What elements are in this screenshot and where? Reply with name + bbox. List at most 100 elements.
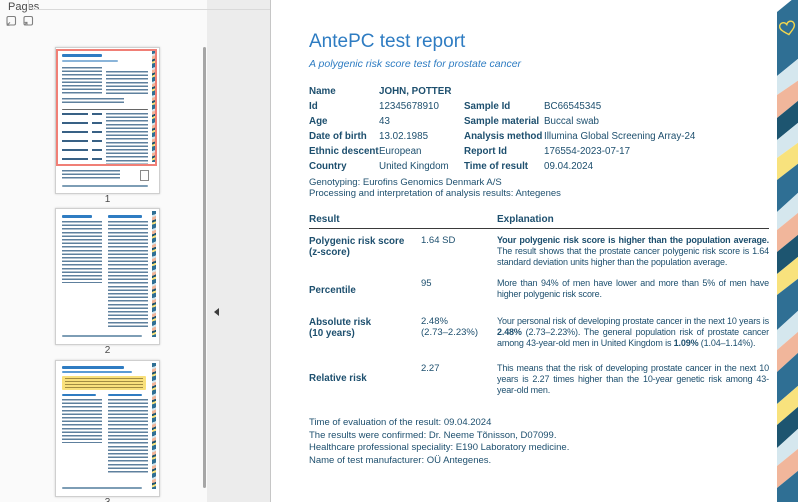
info-value: 12345678910	[379, 101, 439, 112]
page-number-2: 2	[104, 345, 111, 356]
result-value: 1.64 SD	[421, 235, 456, 246]
sample-info-right: Sample Id BC66545345 Sample material Buc…	[464, 101, 769, 176]
page-number-1: 1	[104, 194, 111, 205]
mini-footer-bar	[62, 185, 148, 187]
mini-heading-right	[108, 394, 142, 396]
mini-subtitle	[62, 60, 118, 62]
mini-decor-band	[152, 50, 156, 162]
info-value: United Kingdom	[379, 161, 449, 172]
report-footer-lines: Time of evaluation of the result: 09.04.…	[309, 417, 569, 467]
result-label: Absolute risk (10 years)	[309, 317, 372, 339]
info-row: Sample Id BC66545345	[464, 101, 769, 116]
pages-sidebar: Pages 1	[0, 0, 207, 502]
visible-area-indicator[interactable]	[56, 49, 157, 166]
thumbnail-zoom-out-icon[interactable]	[5, 15, 17, 27]
page-number-3: 3	[55, 497, 160, 502]
info-row: Age 43	[309, 116, 539, 131]
result-label: Polygenic risk score (z-score)	[309, 236, 405, 258]
result-label: Relative risk	[309, 373, 367, 384]
thumbnail-zoom-in-icon[interactable]	[22, 15, 34, 27]
mini-highlight-box	[62, 376, 146, 390]
info-row: Report Id 176554-2023-07-17	[464, 146, 769, 161]
info-label: Name	[309, 86, 336, 97]
info-row: Analysis method Illumina Global Screenin…	[464, 131, 769, 146]
heart-logo-icon	[778, 20, 796, 36]
info-label: Age	[309, 116, 328, 127]
result-row: Absolute risk (10 years) 2.48% (2.73–2.2…	[309, 315, 769, 349]
info-value: BC66545345	[544, 101, 602, 112]
decorative-band	[777, 0, 798, 502]
mini-column-right	[108, 221, 148, 329]
result-explanation: Your personal risk of developing prostat…	[497, 316, 769, 348]
mini-decor-band	[152, 211, 156, 337]
thumbnail-page-2[interactable]	[55, 208, 160, 345]
info-label: Id	[309, 101, 318, 112]
info-row: Time of result 09.04.2024	[464, 161, 769, 176]
mini-title	[62, 366, 124, 369]
collapse-sidebar-arrow[interactable]	[214, 308, 219, 316]
info-label: Country	[309, 161, 347, 172]
info-label: Report Id	[464, 146, 507, 157]
mini-heading-left	[62, 215, 92, 218]
info-label: Time of result	[464, 161, 529, 172]
result-explanation: More than 94% of men have lower and more…	[497, 278, 769, 299]
info-value: 176554-2023-07-17	[544, 146, 631, 157]
results-table-header: Result Explanation	[309, 214, 769, 229]
mini-info-right	[106, 71, 148, 94]
result-explanation: This means that the risk of developing p…	[497, 363, 769, 395]
mini-heading-left	[62, 394, 96, 396]
mini-title	[62, 54, 102, 57]
pages-panel-title: Pages	[8, 1, 40, 13]
info-row: Ethnic descent European	[309, 146, 539, 161]
info-value: 43	[379, 116, 390, 127]
footer-line: Time of evaluation of the result: 09.04.…	[309, 417, 492, 428]
mini-value-column	[92, 113, 102, 163]
toolbar-edge-divider	[28, 0, 29, 9]
genotyping-line: Processing and interpretation of analysi…	[309, 188, 561, 199]
patient-info-left: Name JOHN, POTTER Id 12345678910 Age 43	[309, 86, 539, 176]
mini-decor-band	[152, 363, 156, 489]
mini-subtitle	[62, 371, 132, 373]
info-value: Buccal swab	[544, 116, 599, 127]
mini-explanation-column	[106, 113, 148, 166]
info-value: Illumina Global Screening Array-24	[544, 131, 696, 142]
genotyping-lines: Genotyping: Eurofins Genomics Denmark A/…	[309, 177, 561, 199]
info-label: Sample Id	[464, 101, 511, 112]
mini-footer-bar	[62, 335, 142, 337]
info-row: Date of birth 13.02.1985	[309, 131, 539, 146]
info-value: JOHN, POTTER	[379, 86, 452, 97]
report-subtitle: A polygenic risk score test for prostate…	[309, 58, 522, 70]
sidebar-scrollbar[interactable]	[203, 47, 206, 488]
result-label: Percentile	[309, 285, 356, 296]
mini-column-left	[62, 399, 102, 443]
result-explanation: Your polygenic risk score is higher than…	[497, 235, 769, 267]
mini-column-left	[62, 221, 102, 283]
info-row: Country United Kingdom	[309, 161, 539, 176]
result-value: 2.48% (2.73–2.23%)	[421, 316, 479, 338]
mini-page-emblem	[140, 170, 149, 181]
info-label: Sample material	[464, 116, 540, 127]
result-row: Relative risk 2.27 This means that the r…	[309, 362, 769, 396]
footer-line: Healthcare professional speciality: E190…	[309, 442, 570, 453]
mini-genotyping	[62, 98, 124, 105]
result-row: Percentile 95 More than 94% of men have …	[309, 277, 769, 300]
info-row: Id 12345678910	[309, 101, 539, 116]
info-value: European	[379, 146, 422, 157]
genotyping-line: Genotyping: Eurofins Genomics Denmark A/…	[309, 177, 502, 188]
result-row: Polygenic risk score (z-score) 1.64 SD Y…	[309, 234, 769, 268]
report-title: AntePC test report	[309, 31, 466, 52]
results-table-body: Polygenic risk score (z-score) 1.64 SD Y…	[309, 234, 769, 396]
info-label: Date of birth	[309, 131, 367, 142]
thumbnail-page-1[interactable]	[55, 47, 160, 194]
footer-line: Name of test manufacturer: OÜ Antegenes.	[309, 454, 492, 466]
mini-column-right	[108, 399, 148, 473]
header-result: Result	[309, 214, 340, 225]
info-value: 09.04.2024	[544, 161, 594, 172]
info-row: Name JOHN, POTTER	[309, 86, 539, 101]
result-value: 95	[421, 278, 432, 289]
header-explanation: Explanation	[497, 214, 554, 225]
thumbnail-page-3[interactable]	[55, 360, 160, 497]
mini-footer-bar	[62, 487, 142, 489]
footer-line: The results were confirmed: Dr. Neeme Tõ…	[309, 429, 557, 441]
